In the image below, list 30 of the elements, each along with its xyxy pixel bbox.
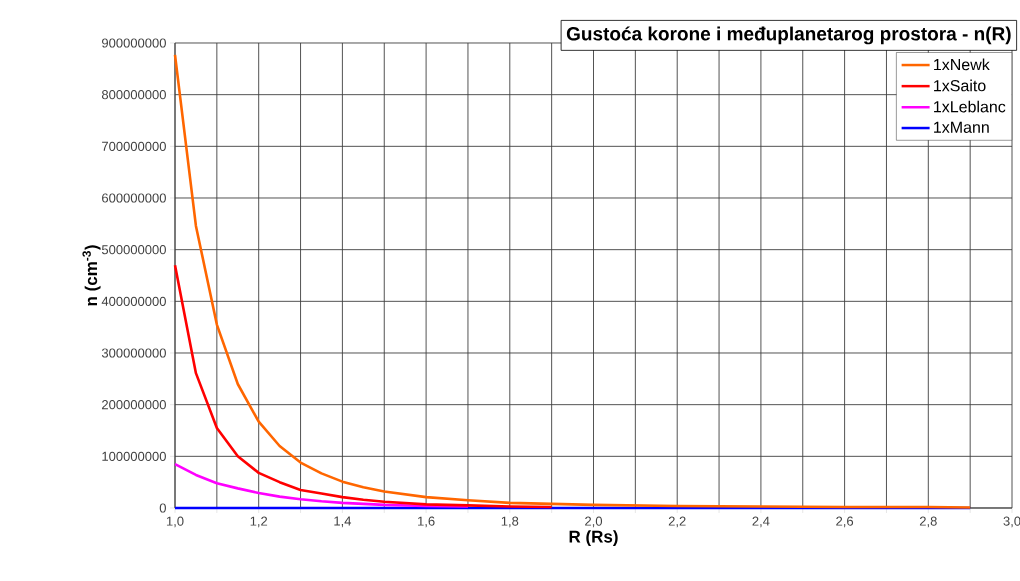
legend-label: 1xNewk [934, 58, 990, 71]
x-tick-label: 2,2 [668, 516, 686, 528]
y-tick-label: 200000000 [102, 400, 166, 410]
line-series [173, 263, 553, 509]
legend-label: 1xMann [934, 121, 989, 133]
x-tick-label: 2,8 [919, 516, 937, 528]
x-tick-label: 1,4 [334, 516, 352, 528]
y-tick-label: 900000000 [102, 38, 166, 48]
y-tick-label: 100000000 [102, 451, 166, 461]
chart-title: Gustoća korone i međuplanetarog prostora - n(R) [566, 26, 1011, 45]
x-tick-label: 2,0 [585, 516, 603, 528]
y-tick-label: 300000000 [101, 348, 166, 358]
y-tick-label: 400000000 [101, 296, 166, 306]
x-tick-label: 1,2 [250, 516, 268, 528]
legend-label: 1xSaito [934, 79, 986, 92]
x-tick-label: 1,6 [418, 516, 435, 528]
x-axis-title: R (Rs) [569, 530, 618, 546]
y-tick-label: 800000000 [101, 90, 166, 100]
y-tick-label: 0 [159, 503, 166, 513]
line-series [173, 462, 470, 508]
y-tick-label: 600000000 [102, 193, 166, 203]
y-tick-label: 500000000 [101, 245, 166, 255]
legend-label: 1xLeblanc [934, 100, 1006, 113]
x-tick-label: 3,0 [1003, 516, 1020, 528]
x-tick-label: 2,4 [752, 516, 770, 528]
x-tick-label: 1,8 [501, 516, 519, 528]
x-tick-label: 1,0 [166, 516, 184, 528]
y-tick-label: 700000000 [102, 141, 166, 151]
y-axis-title: n (cm$^{-3}$) [82, 245, 101, 306]
x-tick-label: 2,6 [836, 516, 854, 528]
